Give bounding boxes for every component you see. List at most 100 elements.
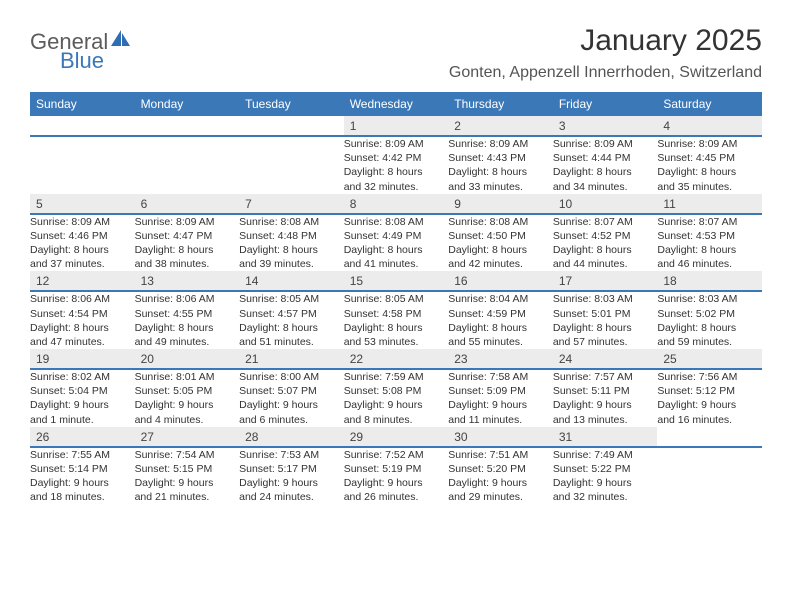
day-number-cell: 20 (135, 349, 240, 369)
day-number-cell (657, 427, 762, 447)
day-content-cell: Sunrise: 7:51 AMSunset: 5:20 PMDaylight:… (448, 447, 553, 505)
day-content-cell: Sunrise: 8:09 AMSunset: 4:44 PMDaylight:… (553, 136, 658, 194)
day-content-row: Sunrise: 8:06 AMSunset: 4:54 PMDaylight:… (30, 291, 762, 349)
day-number-cell: 22 (344, 349, 449, 369)
day-number-cell: 6 (135, 194, 240, 214)
day-content-cell (135, 136, 240, 194)
day-number-cell: 25 (657, 349, 762, 369)
day-number: 11 (657, 194, 762, 213)
day-number-cell: 1 (344, 116, 449, 136)
day-number: 15 (344, 271, 449, 290)
day-content-cell: Sunrise: 7:55 AMSunset: 5:14 PMDaylight:… (30, 447, 135, 505)
calendar-header-row: SundayMondayTuesdayWednesdayThursdayFrid… (30, 92, 762, 116)
day-content-cell (239, 136, 344, 194)
calendar-table: SundayMondayTuesdayWednesdayThursdayFrid… (30, 92, 762, 504)
location: Gonten, Appenzell Innerrhoden, Switzerla… (449, 64, 762, 82)
day-number-cell: 14 (239, 271, 344, 291)
day-number-cell: 21 (239, 349, 344, 369)
day-number-cell: 19 (30, 349, 135, 369)
day-number: 18 (657, 271, 762, 290)
day-content-cell: Sunrise: 8:08 AMSunset: 4:50 PMDaylight:… (448, 214, 553, 272)
day-content-cell: Sunrise: 7:49 AMSunset: 5:22 PMDaylight:… (553, 447, 658, 505)
dow-header: Monday (135, 92, 240, 116)
day-content-cell: Sunrise: 8:09 AMSunset: 4:45 PMDaylight:… (657, 136, 762, 194)
day-content-cell: Sunrise: 7:58 AMSunset: 5:09 PMDaylight:… (448, 369, 553, 427)
day-number-cell: 3 (553, 116, 658, 136)
day-number: 7 (239, 194, 344, 213)
day-content-cell: Sunrise: 8:04 AMSunset: 4:59 PMDaylight:… (448, 291, 553, 349)
day-content-cell: Sunrise: 7:54 AMSunset: 5:15 PMDaylight:… (135, 447, 240, 505)
day-number: 24 (553, 349, 658, 368)
day-content-cell: Sunrise: 8:00 AMSunset: 5:07 PMDaylight:… (239, 369, 344, 427)
day-number-cell: 16 (448, 271, 553, 291)
day-number-cell: 5 (30, 194, 135, 214)
day-number-cell: 4 (657, 116, 762, 136)
day-number: 26 (30, 427, 135, 446)
day-number: 5 (30, 194, 135, 213)
day-number-cell: 2 (448, 116, 553, 136)
day-number: 3 (553, 116, 658, 135)
day-number-row: 262728293031 (30, 427, 762, 447)
day-number: 17 (553, 271, 658, 290)
day-number: 21 (239, 349, 344, 368)
day-number-cell (30, 116, 135, 136)
day-number: 31 (553, 427, 658, 446)
day-number: 19 (30, 349, 135, 368)
day-number: 14 (239, 271, 344, 290)
day-content-cell: Sunrise: 7:57 AMSunset: 5:11 PMDaylight:… (553, 369, 658, 427)
day-number-row: 12131415161718 (30, 271, 762, 291)
day-number: 22 (344, 349, 449, 368)
day-content-cell: Sunrise: 8:05 AMSunset: 4:57 PMDaylight:… (239, 291, 344, 349)
day-number: 20 (135, 349, 240, 368)
day-number-cell: 23 (448, 349, 553, 369)
day-number: 2 (448, 116, 553, 135)
calendar-body: 1234 Sunrise: 8:09 AMSunset: 4:42 PMDayl… (30, 116, 762, 504)
day-number: 8 (344, 194, 449, 213)
day-number: 4 (657, 116, 762, 135)
day-number: 10 (553, 194, 658, 213)
day-number-cell: 26 (30, 427, 135, 447)
day-content-cell: Sunrise: 8:09 AMSunset: 4:47 PMDaylight:… (135, 214, 240, 272)
day-content-cell: Sunrise: 8:01 AMSunset: 5:05 PMDaylight:… (135, 369, 240, 427)
day-number-cell: 13 (135, 271, 240, 291)
day-content-cell (30, 136, 135, 194)
day-content-cell: Sunrise: 8:03 AMSunset: 5:01 PMDaylight:… (553, 291, 658, 349)
day-content-cell: Sunrise: 7:56 AMSunset: 5:12 PMDaylight:… (657, 369, 762, 427)
month-title: January 2025 (449, 24, 762, 58)
day-content-cell: Sunrise: 8:08 AMSunset: 4:49 PMDaylight:… (344, 214, 449, 272)
day-number: 6 (135, 194, 240, 213)
day-number-cell (239, 116, 344, 136)
title-block: January 2025 Gonten, Appenzell Innerrhod… (449, 24, 762, 82)
day-number-cell: 28 (239, 427, 344, 447)
day-number: 16 (448, 271, 553, 290)
day-number-cell: 27 (135, 427, 240, 447)
day-number: 1 (344, 116, 449, 135)
day-content-cell: Sunrise: 7:52 AMSunset: 5:19 PMDaylight:… (344, 447, 449, 505)
dow-header: Thursday (448, 92, 553, 116)
day-number-row: 1234 (30, 116, 762, 136)
day-content-row: Sunrise: 8:02 AMSunset: 5:04 PMDaylight:… (30, 369, 762, 427)
day-number-cell: 31 (553, 427, 658, 447)
day-content-cell: Sunrise: 8:09 AMSunset: 4:43 PMDaylight:… (448, 136, 553, 194)
day-number-row: 19202122232425 (30, 349, 762, 369)
day-number: 29 (344, 427, 449, 446)
day-number-cell: 24 (553, 349, 658, 369)
day-content-cell: Sunrise: 8:06 AMSunset: 4:54 PMDaylight:… (30, 291, 135, 349)
dow-header: Sunday (30, 92, 135, 116)
logo-text-blue: Blue (60, 48, 104, 73)
day-number: 12 (30, 271, 135, 290)
day-content-cell: Sunrise: 8:05 AMSunset: 4:58 PMDaylight:… (344, 291, 449, 349)
header: General January 2025 Gonten, Appenzell I… (30, 24, 762, 82)
day-number: 30 (448, 427, 553, 446)
calendar-page: General January 2025 Gonten, Appenzell I… (0, 0, 792, 524)
dow-header: Wednesday (344, 92, 449, 116)
day-number: 25 (657, 349, 762, 368)
day-number-cell: 15 (344, 271, 449, 291)
day-number-cell: 29 (344, 427, 449, 447)
day-content-cell: Sunrise: 8:09 AMSunset: 4:46 PMDaylight:… (30, 214, 135, 272)
day-number: 23 (448, 349, 553, 368)
day-number-cell: 12 (30, 271, 135, 291)
day-number: 9 (448, 194, 553, 213)
day-content-cell: Sunrise: 8:08 AMSunset: 4:48 PMDaylight:… (239, 214, 344, 272)
day-content-cell: Sunrise: 7:53 AMSunset: 5:17 PMDaylight:… (239, 447, 344, 505)
